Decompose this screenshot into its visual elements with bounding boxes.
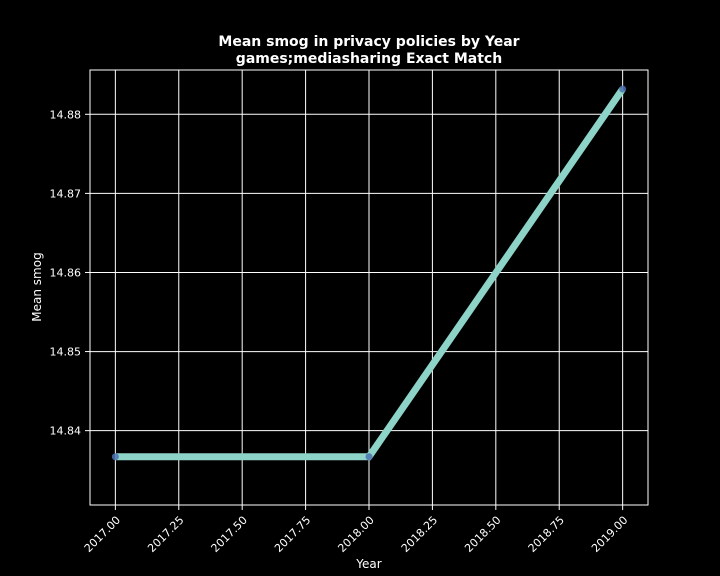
y-axis-label: Mean smog <box>30 252 44 321</box>
x-axis-label: Year <box>355 557 381 571</box>
data-point <box>619 85 627 93</box>
plot-frame <box>89 69 649 506</box>
chart-subtitle: games;mediasharing Exact Match <box>236 51 502 67</box>
grid-lines <box>90 70 648 505</box>
y-tick-label: 14.84 <box>50 425 82 438</box>
data-point <box>111 453 119 461</box>
y-tick-label: 14.87 <box>50 187 82 200</box>
y-tick-label: 14.88 <box>50 108 82 121</box>
series-group <box>111 85 627 461</box>
y-axis-ticks: 14.84 14.85 14.86 14.87 14.88 <box>50 108 90 438</box>
data-point <box>365 453 373 461</box>
chart-title: Mean smog in privacy policies by Year <box>218 34 519 50</box>
y-tick-label: 14.86 <box>50 266 82 279</box>
y-tick-label: 14.85 <box>50 346 82 359</box>
